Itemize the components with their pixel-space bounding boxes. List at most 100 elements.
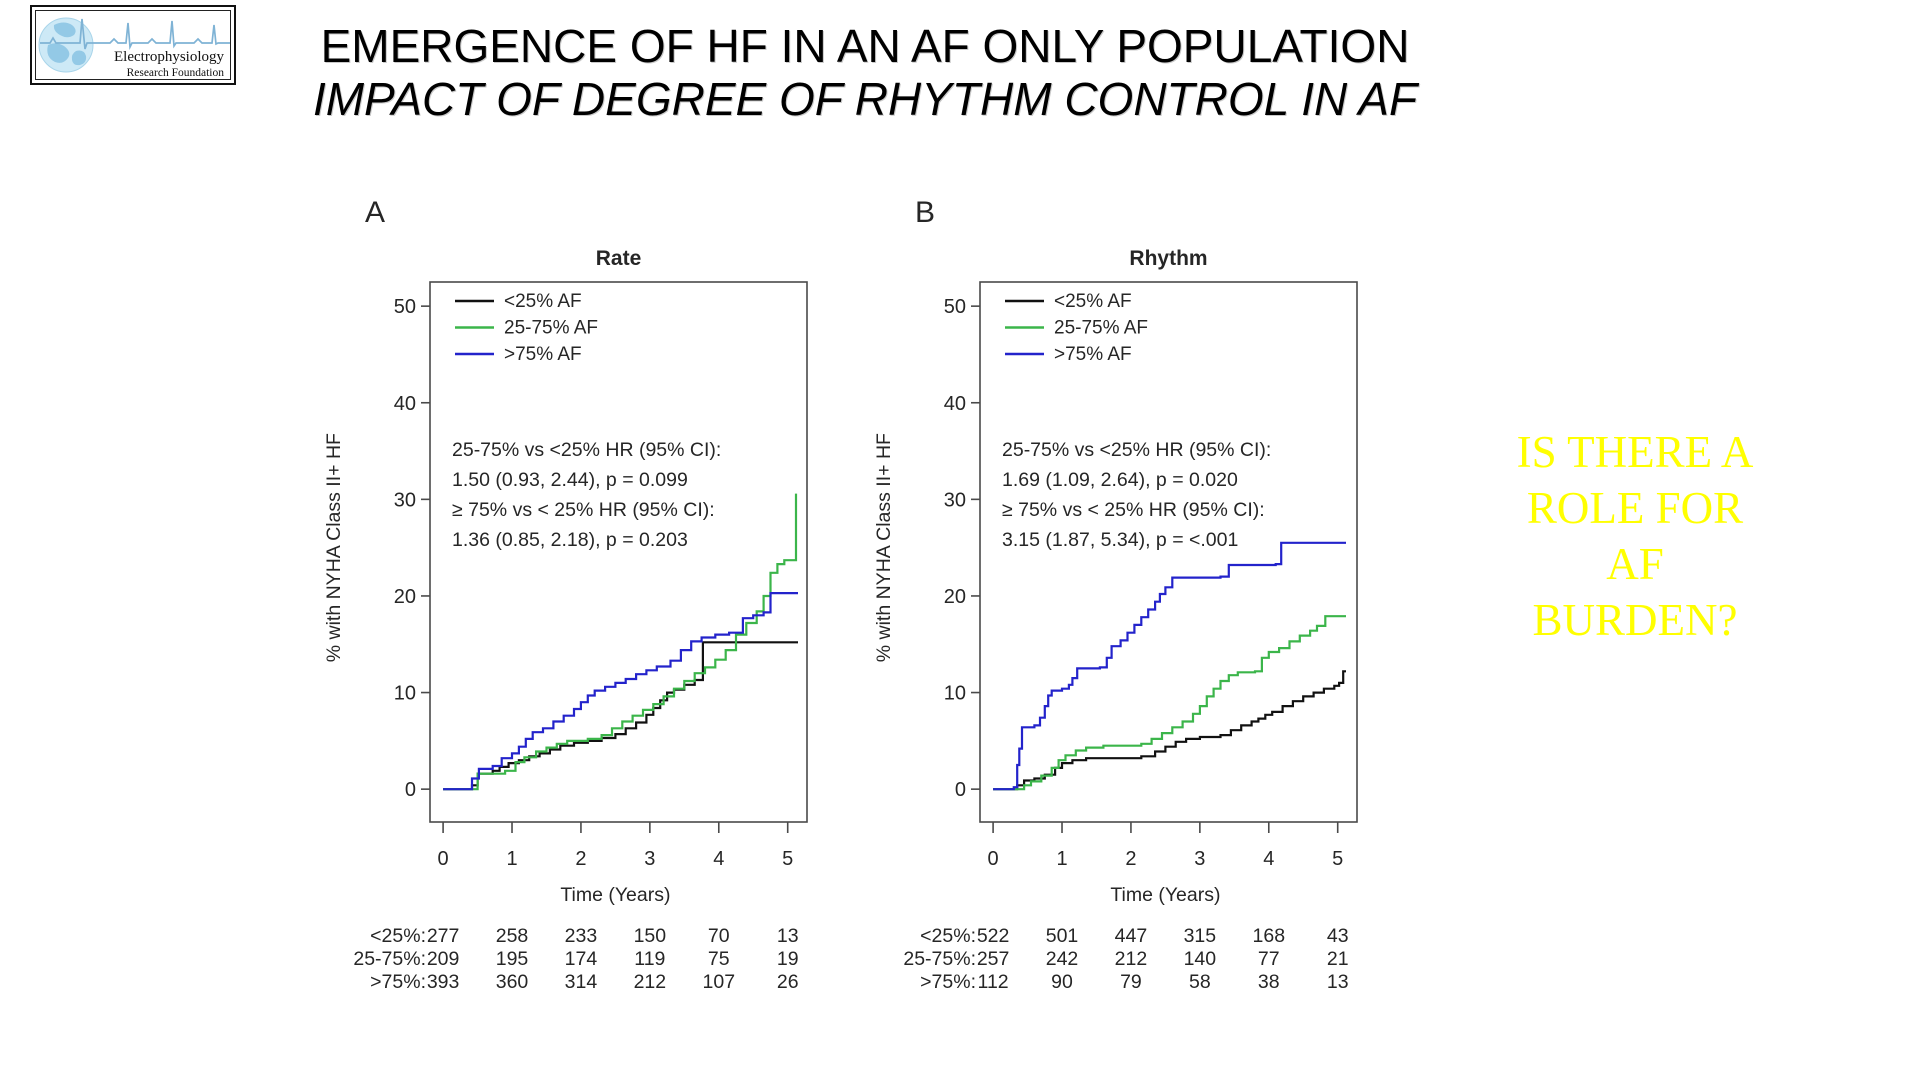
plot-box [429, 281, 808, 823]
x-tick-label: 3 [1194, 848, 1205, 870]
at-risk-value: 212 [1115, 948, 1148, 970]
side-note-line: AF [1606, 539, 1664, 589]
panel-label: A [365, 196, 385, 229]
at-risk-value: 314 [565, 971, 598, 993]
survival-curve [443, 493, 798, 791]
x-axis-label: Time (Years) [560, 884, 670, 906]
globe-icon [38, 17, 94, 73]
side-note-line: ROLE FOR [1526, 483, 1744, 533]
x-tick-label: 1 [506, 848, 517, 870]
panel-label: B [915, 196, 935, 229]
at-risk-value: 38 [1258, 971, 1280, 993]
at-risk-value: 107 [703, 971, 736, 993]
at-risk-value: 174 [565, 948, 598, 970]
at-risk-value: 257 [977, 948, 1010, 970]
survival-curve [443, 592, 798, 791]
at-risk-value: 501 [1046, 925, 1079, 947]
y-tick-label: 30 [394, 489, 416, 511]
y-tick-label: 20 [394, 586, 416, 608]
legend-label: <25% AF [1054, 291, 1132, 312]
rhythm-chart: B Rhythm 0 10 20 30 40 50 0 1 2 3 4 5 % with NYHA Clas… [873, 196, 1358, 993]
x-tick-label: 2 [575, 848, 586, 870]
at-risk-value: 70 [708, 925, 730, 947]
chart-title: Rate [596, 247, 642, 270]
y-tick-label: 0 [405, 779, 416, 801]
hr-annotation-line: 3.15 (1.87, 5.34), p = <.001 [1002, 529, 1238, 551]
survival-curve [993, 541, 1346, 791]
at-risk-value: 77 [1258, 948, 1280, 970]
at-risk-row-label: <25%: [920, 925, 976, 947]
at-risk-value: 21 [1327, 948, 1349, 970]
at-risk-value: 258 [496, 925, 529, 947]
at-risk-value: 13 [1327, 971, 1349, 993]
at-risk-value: 43 [1327, 925, 1349, 947]
y-tick-label: 40 [944, 393, 966, 415]
survival-curve [993, 615, 1346, 791]
hr-annotation-line: 25-75% vs <25% HR (95% CI): [452, 439, 721, 461]
at-risk-value: 150 [634, 925, 667, 947]
y-axis-label: % with NYHA Class II+ HF [873, 433, 895, 662]
x-tick-label: 4 [1263, 848, 1274, 870]
x-tick-label: 2 [1125, 848, 1136, 870]
y-tick-label: 50 [944, 296, 966, 318]
slide-title-line2: IMPACT OF DEGREE OF RHYTHM CONTROL IN AF [312, 73, 1418, 125]
erf-logo-art [38, 17, 230, 73]
hr-annotation-line: ≥ 75% vs < 25% HR (95% CI): [1002, 499, 1265, 521]
legend-label: >75% AF [1054, 344, 1132, 365]
x-tick-label: 0 [988, 848, 999, 870]
side-note-line: IS THERE A [1516, 427, 1754, 477]
x-tick-label: 1 [1056, 848, 1067, 870]
chart-title: Rhythm [1129, 247, 1207, 270]
x-tick-label: 5 [1332, 848, 1343, 870]
side-note: IS THERE A ROLE FOR AF BURDEN? [1465, 424, 1805, 648]
at-risk-row-label: >75%: [370, 971, 426, 993]
at-risk-row-label: 25-75%: [903, 948, 976, 970]
at-risk-value: 393 [427, 971, 460, 993]
x-tick-label: 3 [644, 848, 655, 870]
legend-label: 25-75% AF [504, 318, 598, 339]
x-axis-label: Time (Years) [1110, 884, 1220, 906]
at-risk-value: 360 [496, 971, 529, 993]
y-tick-label: 10 [944, 683, 966, 705]
logo-org-name: Electrophysiology [114, 49, 224, 65]
at-risk-value: 26 [777, 971, 799, 993]
y-tick-label: 30 [944, 489, 966, 511]
at-risk-value: 315 [1184, 925, 1217, 947]
at-risk-value: 447 [1115, 925, 1148, 947]
at-risk-value: 277 [427, 925, 460, 947]
at-risk-value: 233 [565, 925, 598, 947]
hr-annotation-line: 25-75% vs <25% HR (95% CI): [1002, 439, 1271, 461]
x-tick-label: 5 [782, 848, 793, 870]
slide-title: EMERGENCE OF HF IN AN AF ONLY POPULATION… [250, 20, 1480, 126]
hr-annotation-line: ≥ 75% vs < 25% HR (95% CI): [452, 499, 715, 521]
legend-label: <25% AF [504, 291, 582, 312]
at-risk-value: 79 [1120, 971, 1142, 993]
rate-chart: A Rate 0 10 20 30 40 50 0 1 2 3 4 5 % with NYHA Class … [323, 196, 808, 993]
at-risk-row-label: 25-75%: [353, 948, 426, 970]
x-tick-label: 4 [713, 848, 724, 870]
legend-label: >75% AF [504, 344, 582, 365]
at-risk-value: 90 [1051, 971, 1073, 993]
x-tick-label: 0 [438, 848, 449, 870]
hr-annotation-line: 1.50 (0.93, 2.44), p = 0.099 [452, 469, 688, 491]
legend-label: 25-75% AF [1054, 318, 1148, 339]
survival-curve [443, 641, 798, 791]
plot-box [979, 281, 1358, 823]
hr-annotation-line: 1.36 (0.85, 2.18), p = 0.203 [452, 529, 688, 551]
at-risk-value: 168 [1253, 925, 1286, 947]
at-risk-value: 58 [1189, 971, 1211, 993]
y-tick-label: 20 [944, 586, 966, 608]
at-risk-value: 522 [977, 925, 1010, 947]
ecg-trace-icon [40, 18, 230, 51]
at-risk-row-label: >75%: [920, 971, 976, 993]
logo-org-subname: Research Foundation [126, 67, 224, 79]
y-tick-label: 0 [955, 779, 966, 801]
hr-annotation-line: 1.69 (1.09, 2.64), p = 0.020 [1002, 469, 1238, 491]
at-risk-value: 209 [427, 948, 460, 970]
erf-logo: Electrophysiology Research Foundation [30, 5, 236, 85]
at-risk-value: 212 [634, 971, 667, 993]
at-risk-value: 195 [496, 948, 529, 970]
at-risk-row-label: <25%: [370, 925, 426, 947]
at-risk-value: 140 [1184, 948, 1217, 970]
